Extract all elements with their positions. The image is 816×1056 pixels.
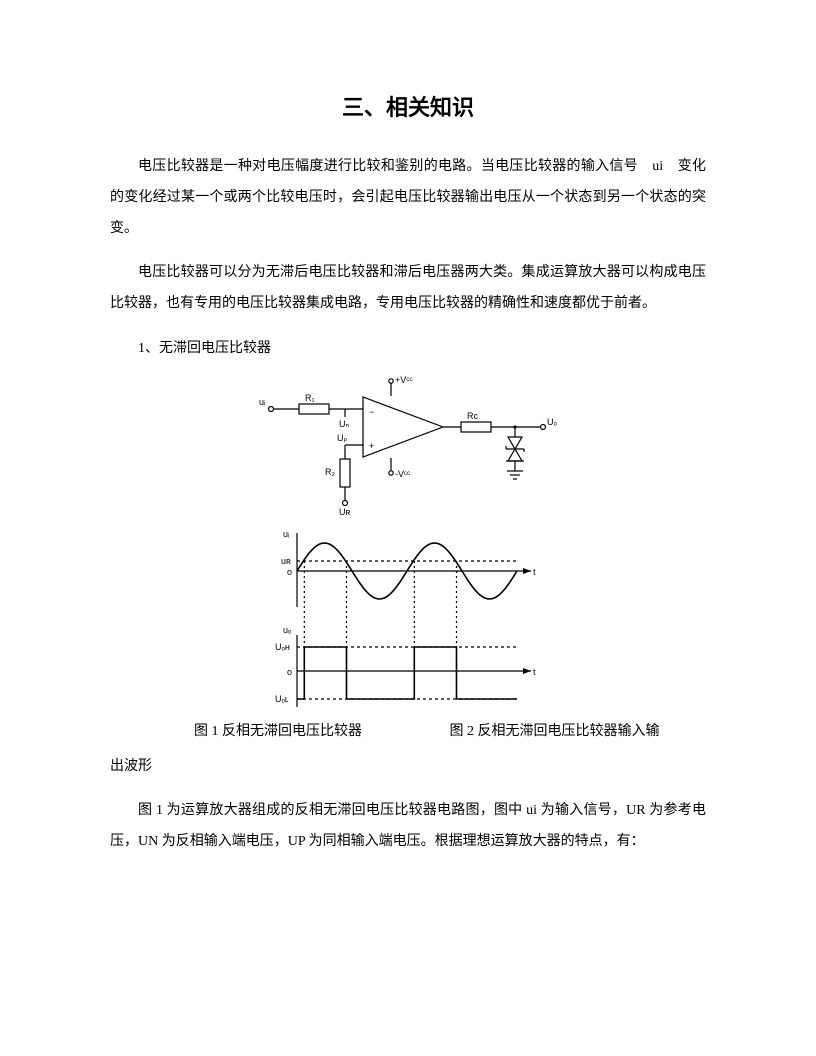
paragraph-1: 电压比较器是一种对电压幅度进行比较和鉴别的电路。当电压比较器的输入信号 ui 变… bbox=[110, 152, 706, 244]
svg-text:uₒ: uₒ bbox=[283, 625, 292, 635]
page-title: 三、相关知识 bbox=[110, 90, 706, 122]
svg-text:Rᴄ: Rᴄ bbox=[467, 411, 478, 421]
caption-2-tail: 出波形 bbox=[110, 752, 706, 783]
diagram-container: −++Vᶜᶜ-VᶜᶜuᵢR₁UₙUₚR₂UʀRᴄUₒtuᵢouʀtuₒUₒʜoU… bbox=[110, 371, 706, 711]
svg-text:Uₒʟ: Uₒʟ bbox=[275, 694, 289, 704]
paragraph-2: 电压比较器可以分为无滞后电压比较器和滞后电压器两大类。集成运算放大器可以构成电压… bbox=[110, 258, 706, 320]
svg-text:+: + bbox=[369, 441, 374, 451]
svg-text:uᵢ: uᵢ bbox=[259, 397, 265, 407]
svg-text:R₂: R₂ bbox=[325, 467, 335, 477]
svg-text:uʀ: uʀ bbox=[281, 556, 291, 566]
svg-text:Uʀ: Uʀ bbox=[339, 507, 350, 517]
svg-text:+Vᶜᶜ: +Vᶜᶜ bbox=[395, 375, 413, 385]
svg-text:Uₒʜ: Uₒʜ bbox=[275, 642, 290, 652]
svg-text:R₁: R₁ bbox=[305, 393, 315, 403]
svg-text:t: t bbox=[533, 667, 536, 677]
comparator-diagram: −++Vᶜᶜ-VᶜᶜuᵢR₁UₙUₚR₂UʀRᴄUₒtuᵢouʀtuₒUₒʜoU… bbox=[253, 371, 563, 711]
svg-text:-Vᶜᶜ: -Vᶜᶜ bbox=[395, 469, 410, 479]
svg-text:o: o bbox=[287, 667, 292, 677]
caption-row: 图 1 反相无滞回电压比较器 图 2 反相无滞回电压比较器输入输 bbox=[110, 717, 706, 748]
svg-text:−: − bbox=[369, 407, 374, 417]
svg-text:uᵢ: uᵢ bbox=[283, 529, 289, 539]
svg-text:Uₙ: Uₙ bbox=[339, 419, 349, 429]
caption-1: 图 1 反相无滞回电压比较器 bbox=[194, 717, 362, 748]
caption-2: 图 2 反相无滞回电压比较器输入输 bbox=[450, 717, 660, 748]
subheading-1: 1、无滞回电压比较器 bbox=[110, 334, 706, 365]
paragraph-3: 图 1 为运算放大器组成的反相无滞回电压比较器电路图，图中 ui 为输入信号，U… bbox=[110, 796, 706, 858]
svg-text:Uₚ: Uₚ bbox=[337, 433, 347, 443]
svg-text:Uₒ: Uₒ bbox=[547, 417, 557, 427]
svg-text:o: o bbox=[287, 567, 292, 577]
svg-text:t: t bbox=[533, 567, 536, 577]
